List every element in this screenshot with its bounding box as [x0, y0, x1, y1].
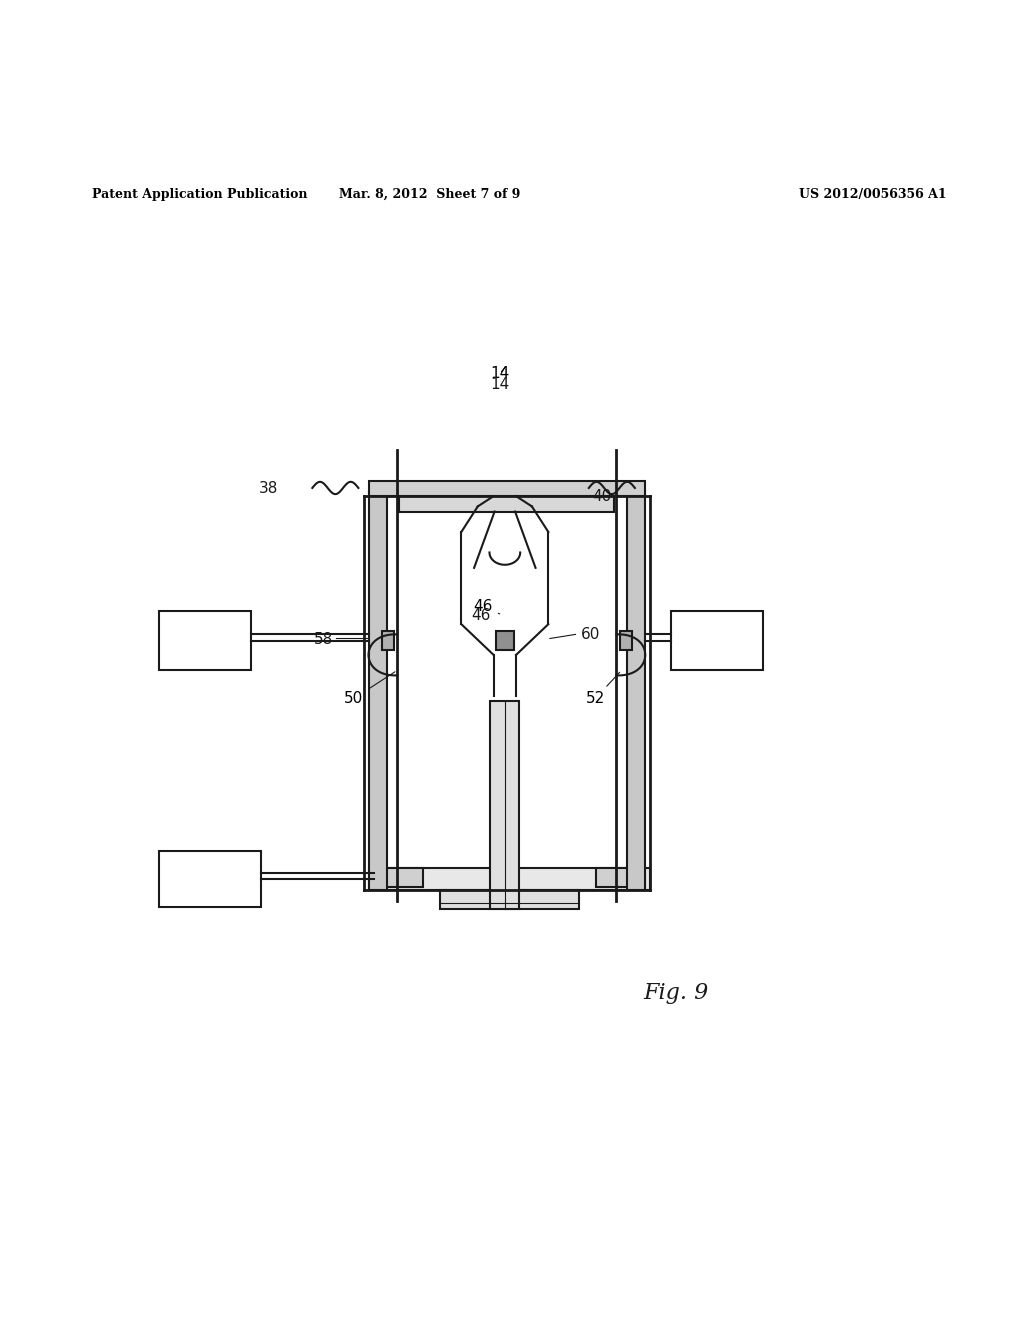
Text: 52: 52: [586, 672, 620, 706]
Bar: [369, 491, 387, 891]
Text: 50: 50: [344, 672, 395, 706]
Bar: [596, 869, 645, 887]
Bar: [374, 869, 423, 887]
Text: 14: 14: [490, 378, 509, 392]
Text: 60: 60: [581, 627, 600, 642]
Bar: [159, 611, 251, 671]
Text: Patent Application Publication: Patent Application Publication: [92, 187, 307, 201]
Bar: [671, 611, 763, 671]
Text: 46: 46: [474, 599, 500, 614]
Bar: [369, 480, 645, 496]
Bar: [620, 631, 632, 649]
Text: 46: 46: [472, 609, 490, 623]
Bar: [490, 701, 519, 909]
Text: US 2012/0056356 A1: US 2012/0056356 A1: [799, 187, 946, 201]
Text: 38: 38: [259, 482, 279, 496]
Text: Fig. 9: Fig. 9: [643, 982, 709, 1003]
Text: 14: 14: [490, 367, 509, 381]
Bar: [627, 491, 645, 891]
Bar: [496, 631, 514, 649]
Bar: [382, 631, 394, 649]
Bar: [399, 494, 614, 512]
Bar: [159, 851, 261, 907]
Bar: [440, 891, 579, 909]
Bar: [369, 867, 650, 891]
Text: 40: 40: [592, 488, 611, 504]
Text: 58: 58: [313, 632, 333, 647]
Text: Mar. 8, 2012  Sheet 7 of 9: Mar. 8, 2012 Sheet 7 of 9: [339, 187, 521, 201]
